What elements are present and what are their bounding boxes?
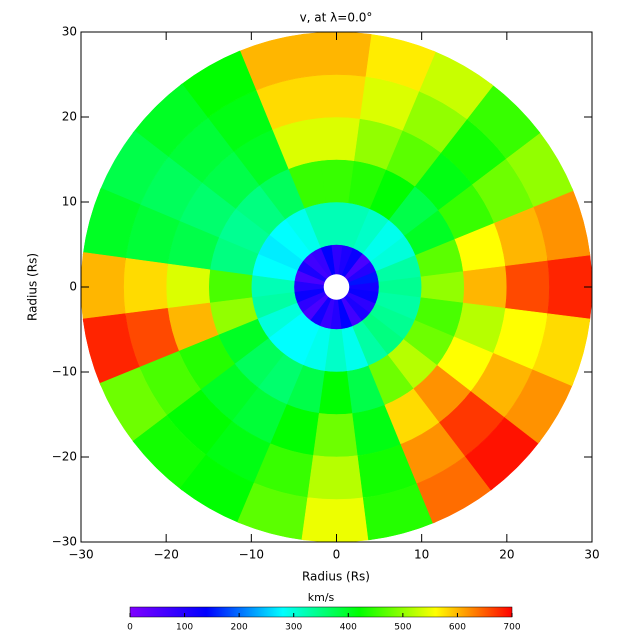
colorbar-tick-label: 400	[340, 623, 357, 633]
colorbar-tick-label: 100	[176, 623, 193, 633]
x-tick-label: 10	[414, 548, 429, 562]
x-tick-label: 0	[333, 548, 341, 562]
field-cell	[307, 74, 366, 119]
field-cell	[532, 313, 591, 387]
colorbar-tick-label: 200	[231, 623, 248, 633]
field-cell	[504, 257, 550, 317]
y-tick-label: −20	[52, 450, 77, 464]
x-tick-label: 30	[584, 548, 599, 562]
chart-title: v, at λ=0.0°	[300, 11, 373, 25]
field-cell	[307, 455, 366, 500]
y-tick-label: 10	[62, 195, 77, 209]
colorbar-tick-label: 0	[127, 623, 133, 633]
inner-boundary	[323, 274, 350, 300]
x-tick-label: −10	[239, 548, 264, 562]
y-tick-label: 0	[69, 280, 77, 294]
x-tick-label: 20	[499, 548, 514, 562]
y-tick-label: −10	[52, 365, 77, 379]
colorbar-tick-label: 700	[503, 623, 520, 633]
colorbar	[129, 606, 513, 618]
x-tick-label: −30	[68, 548, 93, 562]
colorbar-label: km/s	[308, 591, 335, 604]
field-cell	[165, 263, 211, 311]
field-cell	[313, 413, 360, 458]
field-cell	[462, 263, 508, 311]
y-axis-label: Radius (Rs)	[26, 253, 40, 321]
field-cell	[313, 116, 360, 161]
x-tick-label: −20	[154, 548, 179, 562]
y-tick-label: 30	[62, 25, 77, 39]
x-axis-label: Radius (Rs)	[302, 570, 370, 584]
colorbar-tick-label: 500	[394, 623, 411, 633]
colorbar-tick-label: 600	[449, 623, 466, 633]
field-cell	[123, 257, 169, 317]
colorbar-tick-label: 300	[285, 623, 302, 633]
field	[80, 31, 593, 543]
y-tick-label: −30	[52, 535, 77, 549]
y-tick-label: 20	[62, 110, 77, 124]
